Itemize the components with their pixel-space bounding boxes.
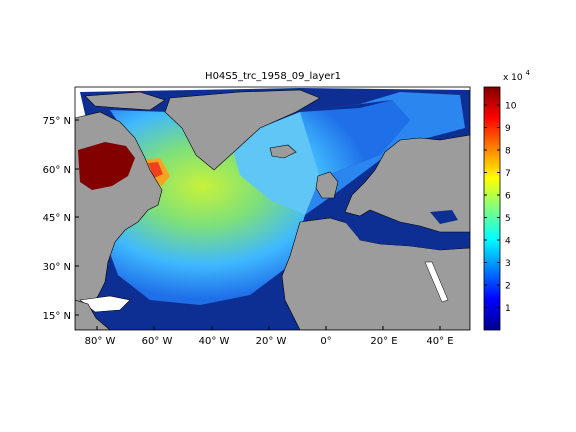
land-iceland: [269, 144, 297, 159]
lon-axis: 80° W 60° W 40° W 20° W 0° 20° E 40° E: [85, 326, 454, 347]
map-panel: [75, 87, 470, 330]
colorbar-gradient: [483, 86, 501, 331]
colorbar-scale-base: x 10: [503, 73, 523, 83]
lat-tick-label: 30° N: [43, 262, 71, 273]
sea-mediterranean: [345, 216, 468, 250]
lat-tick-label: 15° N: [43, 311, 71, 322]
lon-tick-label: 60° W: [142, 336, 173, 347]
map-frame: [74, 86, 471, 331]
sea-black: [430, 210, 458, 224]
lat-tick-label: 45° N: [43, 213, 71, 224]
land-caribbean: [79, 295, 131, 313]
colorbar-tick-label: 2: [505, 282, 511, 292]
ocean-field-main: [105, 100, 410, 305]
lon-tick-label: 20° E: [370, 336, 397, 347]
colorbar: x 10 4 10 9 8 7 6 5 4 3 2 1: [483, 69, 531, 331]
colorbar-tick-label: 10: [505, 102, 517, 112]
colorbar-tick-label: 7: [505, 169, 511, 179]
lon-tick-label: 80° W: [85, 336, 116, 347]
lon-tick-label: 40° W: [199, 336, 230, 347]
colorbar-scale-label: x 10 4: [503, 69, 531, 83]
land-british-isles: [315, 171, 339, 199]
land-arctic-islands: [84, 91, 166, 111]
lat-axis: 75° N 60° N 45° N 30° N 15° N: [43, 116, 79, 322]
colorbar-scale-exponent: 4: [526, 69, 531, 77]
hudson-bay-peak: [78, 142, 135, 190]
ocean-field-light-strip: [230, 112, 320, 215]
ocean-field-europe-band: [300, 92, 465, 215]
lon-tick-label: 0°: [320, 336, 331, 347]
map-title: H04S5_trc_1958_09_layer1: [205, 71, 341, 82]
lon-tick-label: 40° E: [426, 336, 453, 347]
colorbar-tick-label: 8: [505, 147, 511, 157]
lat-tick-label: 75° N: [43, 116, 71, 127]
colorbar-ticks: 10 9 8 7 6 5 4 3 2 1: [484, 102, 517, 314]
colorbar-tick-label: 9: [505, 124, 511, 134]
sea-red: [424, 261, 449, 303]
colorbar-tick-label: 3: [505, 259, 511, 269]
land-greenland: [164, 89, 321, 171]
colorbar-tick-label: 4: [505, 237, 511, 247]
colorbar-tick-label: 1: [505, 304, 511, 314]
colorbar-tick-label: 5: [505, 214, 511, 224]
colorbar-tick-label: 6: [505, 192, 511, 202]
ocean-field-labrador-core: [148, 162, 163, 178]
land-central-america: [75, 299, 111, 330]
lat-tick-label: 60° N: [43, 165, 71, 176]
lon-tick-label: 20° W: [256, 336, 287, 347]
land-europe: [344, 134, 470, 233]
